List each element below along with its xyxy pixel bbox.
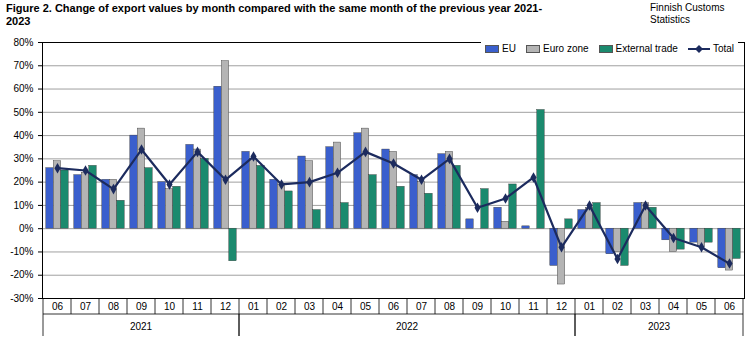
svg-text:-10%: -10% [10, 246, 33, 257]
svg-text:09: 09 [136, 301, 148, 312]
svg-text:07: 07 [80, 301, 92, 312]
svg-text:06: 06 [724, 301, 736, 312]
html-text:External trade: External trade [615, 43, 678, 54]
svg-text:08: 08 [444, 301, 456, 312]
svg-text:-30%: -30% [10, 293, 33, 304]
html-text:EU: EU [502, 43, 516, 54]
svg-text:40%: 40% [13, 130, 33, 141]
html-text:Euro zone: Euro zone [543, 43, 589, 54]
svg-text:02: 02 [276, 301, 288, 312]
svg-text:09: 09 [472, 301, 484, 312]
svg-text:12: 12 [556, 301, 568, 312]
svg-text:12: 12 [220, 301, 232, 312]
svg-text:60%: 60% [13, 83, 33, 94]
svg-text:04: 04 [332, 301, 344, 312]
svg-text:11: 11 [192, 301, 203, 312]
svg-text:05: 05 [360, 301, 372, 312]
svg-text:04: 04 [668, 301, 680, 312]
svg-text:11: 11 [528, 301, 539, 312]
svg-text:70%: 70% [13, 60, 33, 71]
svg-text:2021: 2021 [130, 321, 153, 332]
svg-text:07: 07 [416, 301, 428, 312]
svg-text:30%: 30% [13, 153, 33, 164]
html-text:Finnish Customs Statistics: Finnish Customs Statistics [650, 2, 725, 25]
svg-text:03: 03 [640, 301, 652, 312]
svg-text:10: 10 [164, 301, 176, 312]
svg-text:2023: 2023 [648, 321, 671, 332]
svg-text:01: 01 [584, 301, 596, 312]
svg-text:02: 02 [612, 301, 624, 312]
svg-text:05: 05 [696, 301, 708, 312]
svg-text:08: 08 [108, 301, 120, 312]
svg-text:-20%: -20% [10, 269, 33, 280]
html-text:Total: Total [712, 43, 734, 54]
svg-text:80%: 80% [13, 37, 33, 48]
svg-text:50%: 50% [13, 107, 33, 118]
svg-text:10: 10 [500, 301, 512, 312]
html-text:Figure 2. Change of export val: Figure 2. Change of export values by mon… [6, 2, 543, 27]
svg-text:20%: 20% [13, 176, 33, 187]
svg-text:03: 03 [304, 301, 316, 312]
svg-text:0%: 0% [19, 223, 34, 234]
svg-text:06: 06 [52, 301, 64, 312]
svg-text:10%: 10% [13, 200, 33, 211]
svg-text:01: 01 [248, 301, 260, 312]
svg-text:06: 06 [388, 301, 400, 312]
svg-text:2022: 2022 [396, 321, 419, 332]
